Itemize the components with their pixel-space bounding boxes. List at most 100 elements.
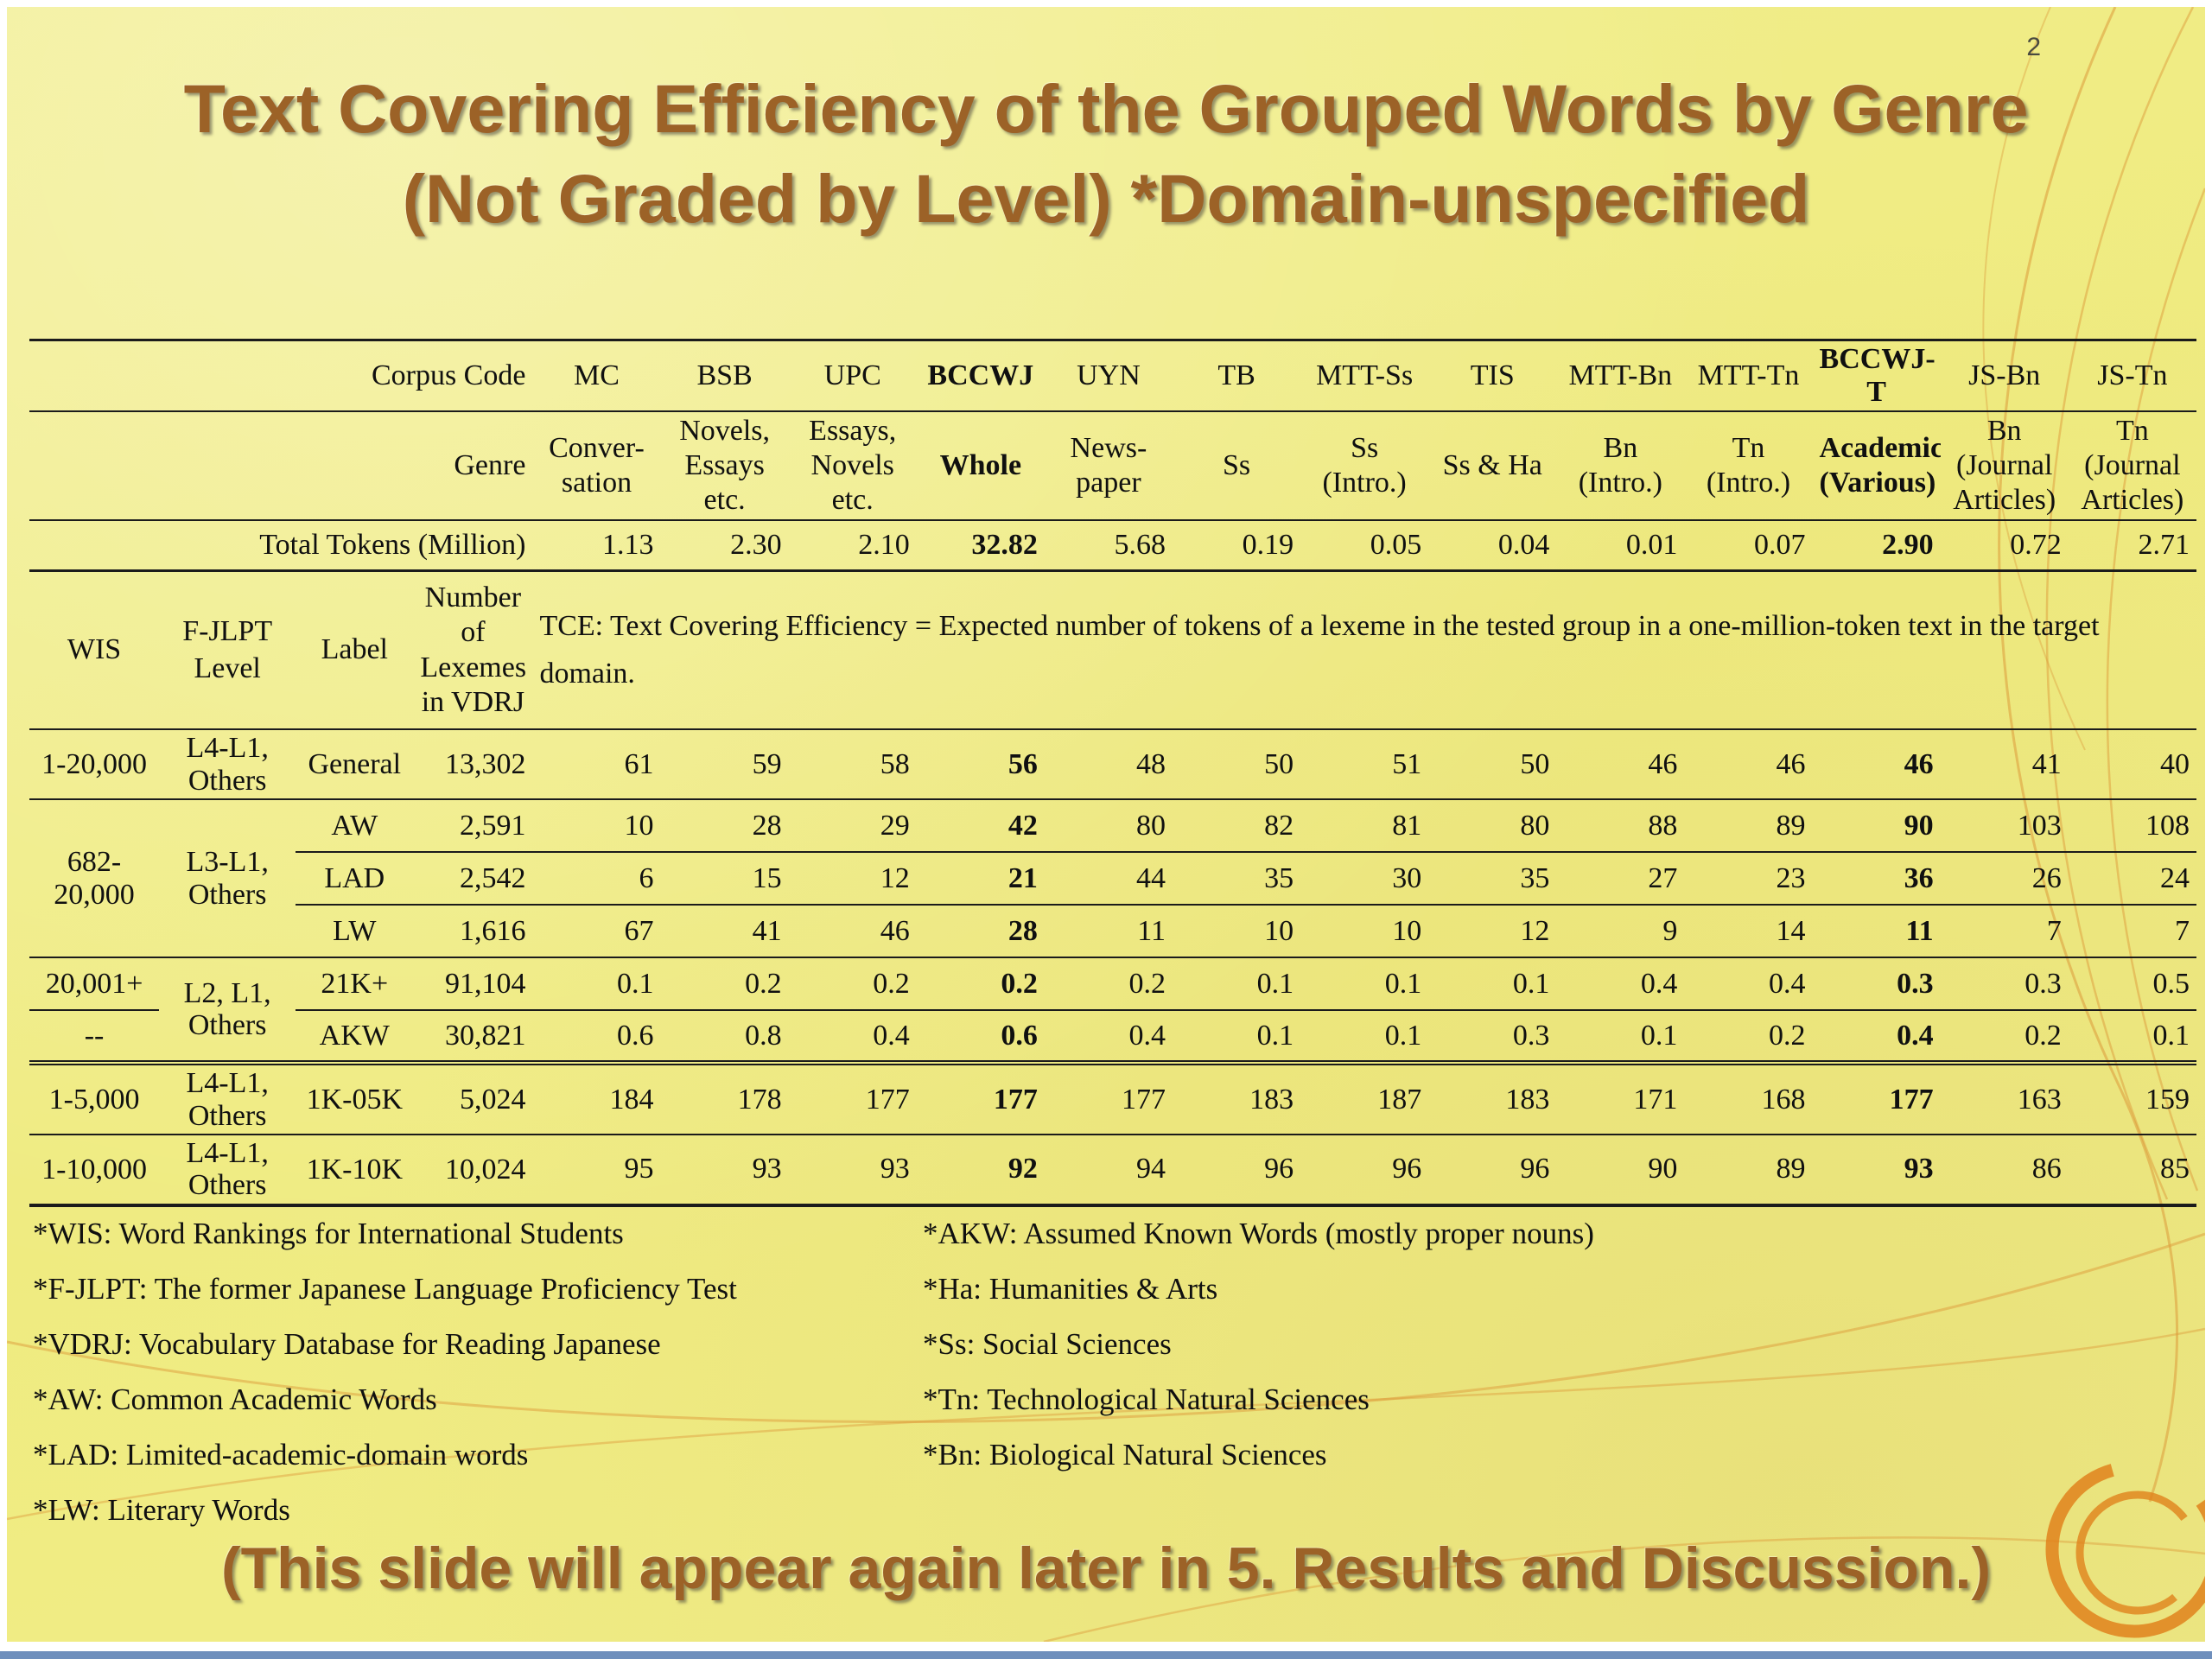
value-cell: 0.4 bbox=[788, 1010, 917, 1066]
value-cell: 0.2 bbox=[916, 957, 1045, 1012]
data-row: 1-20,000 L4-L1, Others General 13,302 61 59 58… bbox=[29, 729, 2196, 801]
tokens-BSB: 2.30 bbox=[660, 520, 789, 572]
value-cell: 80 bbox=[1044, 799, 1173, 854]
label-cell: General bbox=[296, 729, 414, 801]
value-cell: 6 bbox=[532, 852, 661, 906]
value-cell: 46 bbox=[1556, 729, 1685, 801]
jlpt-cell: L3-L1, Others bbox=[159, 799, 296, 959]
value-cell: 94 bbox=[1044, 1134, 1173, 1207]
value-cell: 0.4 bbox=[1812, 1010, 1941, 1066]
value-cell: 108 bbox=[2068, 799, 2196, 854]
value-cell: 35 bbox=[1172, 852, 1301, 906]
wis-cell: -- bbox=[29, 1010, 160, 1066]
label-cell: LW bbox=[296, 905, 414, 959]
value-cell: 103 bbox=[1940, 799, 2069, 854]
corpus-code-MC: MC bbox=[532, 339, 661, 412]
value-cell: 27 bbox=[1556, 852, 1685, 906]
corpus-code-TB: TB bbox=[1172, 339, 1301, 412]
value-cell: 50 bbox=[1172, 729, 1301, 801]
corpus-code-UPC: UPC bbox=[788, 339, 917, 412]
genre-JS-Bn: Bn (Journal Articles) bbox=[1940, 411, 2069, 522]
value-cell: 46 bbox=[1684, 729, 1813, 801]
value-cell: 0.8 bbox=[660, 1010, 789, 1066]
genre-JS-Tn: Tn (Journal Articles) bbox=[2068, 411, 2196, 522]
value-cell: 23 bbox=[1684, 852, 1813, 906]
value-cell: 42 bbox=[916, 799, 1045, 854]
title-line-2: (Not Graded by Level) *Domain-unspecifie… bbox=[402, 160, 1810, 238]
value-cell: 0.2 bbox=[788, 957, 917, 1012]
value-cell: 10 bbox=[1300, 905, 1429, 959]
slide-content: 2 Text Covering Efficiency of the Groupe… bbox=[7, 7, 2205, 1642]
value-cell: 0.2 bbox=[1940, 1010, 2069, 1066]
corpus-code-row: Corpus Code MC BSB UPC BCCWJ UYN TB MTT-Ss TIS MT… bbox=[29, 339, 2196, 412]
value-cell: 0.1 bbox=[1172, 957, 1301, 1012]
value-cell: 0.1 bbox=[532, 957, 661, 1012]
footnote-wis: *WIS: Word Rankings for International St… bbox=[33, 1217, 624, 1250]
value-cell: 0.5 bbox=[2068, 957, 2196, 1012]
value-cell: 41 bbox=[660, 905, 789, 959]
corpus-code-MTT-Tn: MTT-Tn bbox=[1684, 339, 1813, 412]
value-cell: 85 bbox=[2068, 1134, 2196, 1207]
value-cell: 12 bbox=[788, 852, 917, 906]
footnote-lw: *LW: Literary Words bbox=[33, 1493, 290, 1527]
jlpt-cell: L4-L1, Others bbox=[159, 1063, 296, 1135]
value-cell: 59 bbox=[660, 729, 789, 801]
value-cell: 171 bbox=[1556, 1063, 1685, 1135]
group-header-row: WIS F-JLPT Level Label Number of Lexemes in… bbox=[29, 570, 2196, 731]
label-header: Label bbox=[296, 570, 414, 731]
tokens-BCCWJ-T: 2.90 bbox=[1812, 520, 1941, 572]
data-row: 1-5,000 L4-L1, Others 1K-05K 5,024 184 178 177… bbox=[29, 1063, 2196, 1135]
genre-MTT-Tn: Tn (Intro.) bbox=[1684, 411, 1813, 522]
value-cell: 40 bbox=[2068, 729, 2196, 801]
value-cell: 28 bbox=[916, 905, 1045, 959]
tce-definition: TCE: Text Covering Efficiency = Expected… bbox=[532, 570, 2196, 731]
wis-cell: 1-20,000 bbox=[29, 729, 160, 801]
value-cell: 21 bbox=[916, 852, 1045, 906]
page-number: 2 bbox=[2026, 33, 2041, 61]
value-cell: 0.1 bbox=[1172, 1010, 1301, 1066]
value-cell: 10 bbox=[1172, 905, 1301, 959]
value-cell: 90 bbox=[1812, 799, 1941, 854]
lex-cell: 5,024 bbox=[413, 1063, 533, 1135]
corpus-code-MTT-Ss: MTT-Ss bbox=[1300, 339, 1429, 412]
value-cell: 0.2 bbox=[1684, 1010, 1813, 1066]
value-cell: 93 bbox=[788, 1134, 917, 1207]
genre-MC: Conver- sation bbox=[532, 411, 661, 522]
corpus-code-BSB: BSB bbox=[660, 339, 789, 412]
label-cell: LAD bbox=[296, 852, 414, 906]
value-cell: 0.3 bbox=[1812, 957, 1941, 1012]
value-cell: 26 bbox=[1940, 852, 2069, 906]
genre-TB: Ss bbox=[1172, 411, 1301, 522]
value-cell: 11 bbox=[1044, 905, 1173, 959]
wis-cell: 20,001+ bbox=[29, 957, 160, 1012]
genre-MTT-Ss: Ss (Intro.) bbox=[1300, 411, 1429, 522]
slide-title: Text Covering Efficiency of the Grouped … bbox=[7, 64, 2205, 245]
label-cell: 1K-10K bbox=[296, 1134, 414, 1207]
value-cell: 56 bbox=[916, 729, 1045, 801]
footnote-ss: *Ss: Social Sciences bbox=[923, 1327, 1172, 1361]
value-cell: 93 bbox=[1812, 1134, 1941, 1207]
jlpt-cell: L4-L1, Others bbox=[159, 1134, 296, 1207]
value-cell: 12 bbox=[1428, 905, 1557, 959]
data-row: 682- 20,000 L3-L1, Others AW 2,591 10 28 29 42 8… bbox=[29, 799, 2196, 959]
value-cell: 50 bbox=[1428, 729, 1557, 801]
value-cell: 177 bbox=[1812, 1063, 1941, 1135]
value-cell: 95 bbox=[532, 1134, 661, 1207]
lex-cell: 2,542 bbox=[413, 852, 533, 906]
data-row: LW 1,616 67 41 46 28 11 10 10 12 9 14 11 7 7 bbox=[29, 905, 2196, 959]
tce-table: Corpus Code MC BSB UPC BCCWJ UYN TB MTT-Ss TIS MT… bbox=[29, 339, 2196, 1207]
jlpt-cell: L4-L1, Others bbox=[159, 729, 296, 801]
tokens-MC: 1.13 bbox=[532, 520, 661, 572]
wis-cell: 1-10,000 bbox=[29, 1134, 160, 1207]
lex-cell: 30,821 bbox=[413, 1010, 533, 1066]
value-cell: 14 bbox=[1684, 905, 1813, 959]
tokens-UYN: 5.68 bbox=[1044, 520, 1173, 572]
value-cell: 168 bbox=[1684, 1063, 1813, 1135]
value-cell: 96 bbox=[1428, 1134, 1557, 1207]
value-cell: 80 bbox=[1428, 799, 1557, 854]
value-cell: 7 bbox=[1940, 905, 2069, 959]
genre-UYN: News- paper bbox=[1044, 411, 1173, 522]
value-cell: 51 bbox=[1300, 729, 1429, 801]
footnote-fjlpt: *F-JLPT: The former Japanese Language Pr… bbox=[33, 1272, 737, 1306]
lex-cell: 13,302 bbox=[413, 729, 533, 801]
